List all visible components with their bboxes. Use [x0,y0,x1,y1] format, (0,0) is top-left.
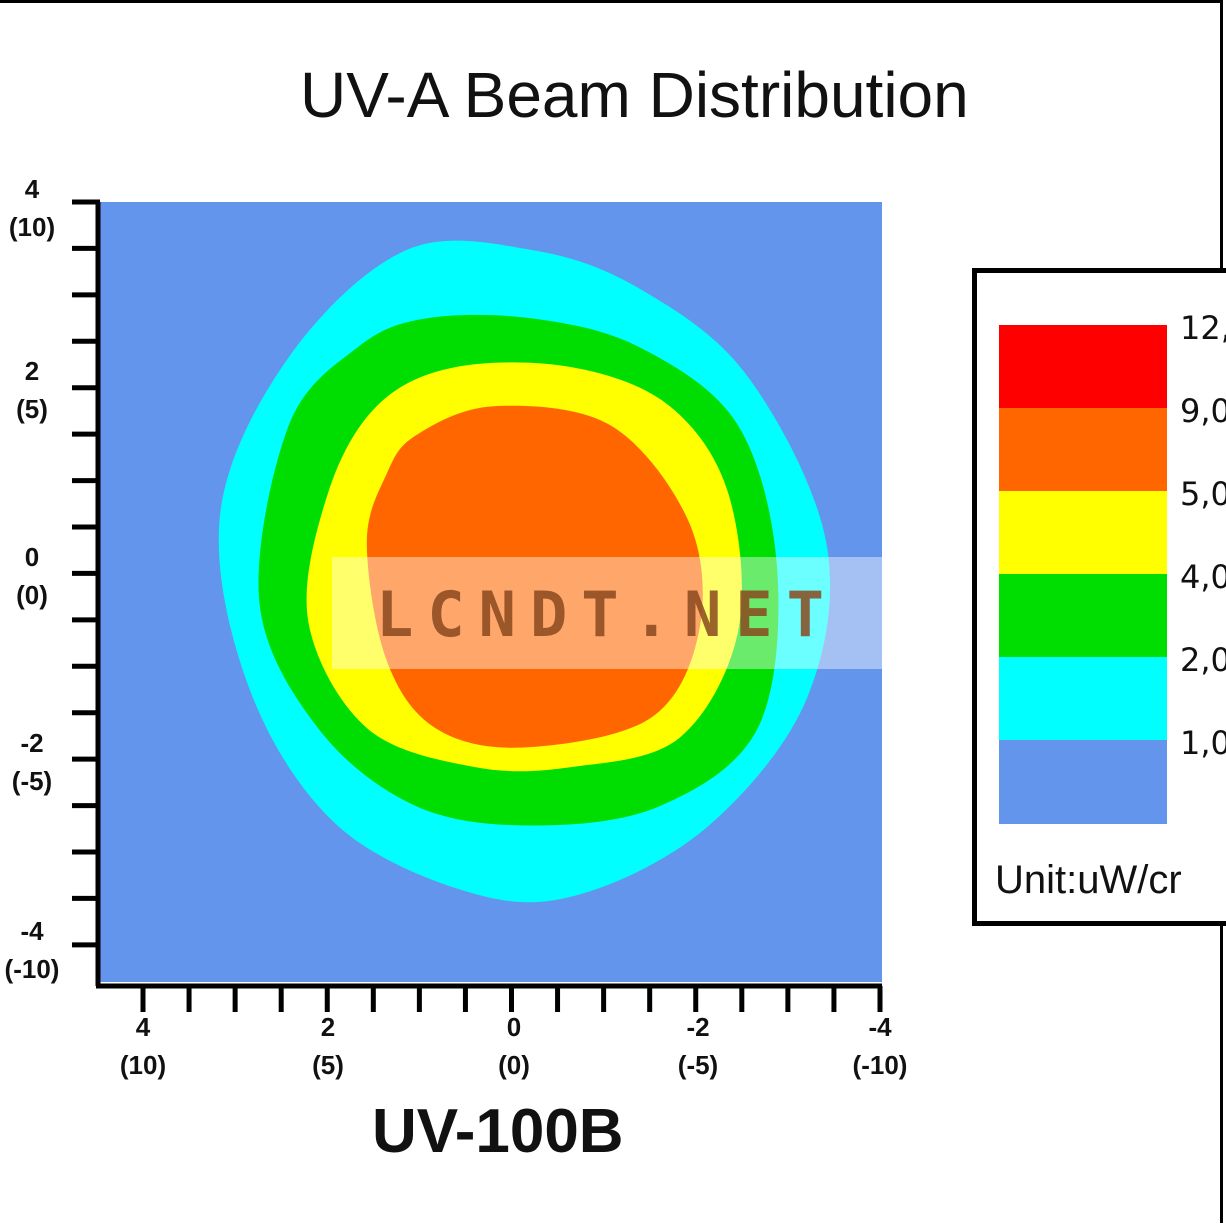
watermark: LCNDT.NET [332,557,882,669]
y-tick-sublabel: (5) [16,394,48,424]
legend-swatch [999,491,1167,575]
x-tick-sublabel: (5) [312,1050,344,1080]
legend-unit: Unit:uW/cr [995,858,1182,902]
x-tick-label: 2 [321,1012,335,1042]
x-tick-sublabel: (0) [498,1050,530,1080]
legend-label: 1,0 [1180,724,1226,762]
x-tick-label: -2 [686,1012,709,1042]
legend-label: 12, [1180,309,1226,347]
legend-swatch [999,574,1167,658]
legend-swatch [999,408,1167,492]
legend-swatch [999,657,1167,741]
y-tick-label: -4 [20,916,44,946]
watermark-band [332,557,882,669]
x-tick-sublabel: (-10) [853,1050,908,1080]
legend-label: 4,0 [1180,558,1226,596]
legend-label: 9,0 [1180,392,1226,430]
legend: 12, 9,0 5,0 4,0 2,0 1,0 Unit:uW/cr [972,268,1226,926]
legend-label: 2,0 [1180,641,1226,679]
plot-layer [100,202,882,982]
x-tick-label: 0 [507,1012,521,1042]
chart-title: UV-A Beam Distribution [300,59,969,131]
y-tick-label: -2 [20,728,43,758]
y-tick-label: 0 [25,542,39,572]
model-label: UV-100B [372,1097,624,1166]
legend-swatch [999,740,1167,824]
x-tick-label: -4 [868,1012,892,1042]
axis-layer: 4 (10) 2 (5) 0 (0) -2 (-5) -4 (-10) 4 (10) 2 (5) 0 (0) -… [5,174,908,1080]
y-tick-sublabel: (-5) [12,766,52,796]
x-tick-sublabel: (-5) [678,1050,718,1080]
x-tick-sublabel: (10) [120,1050,166,1080]
y-tick-sublabel: (-10) [5,954,60,984]
legend-label: 5,0 [1180,475,1226,513]
x-tick-label: 4 [136,1012,151,1042]
contour-band-3 [366,405,703,748]
watermark-text: LCNDT.NET [376,578,838,651]
y-tick-label: 2 [25,356,39,386]
y-tick-sublabel: (10) [9,212,55,242]
legend-swatch [999,325,1167,409]
y-tick-label: 4 [25,174,40,204]
y-tick-sublabel: (0) [16,580,48,610]
